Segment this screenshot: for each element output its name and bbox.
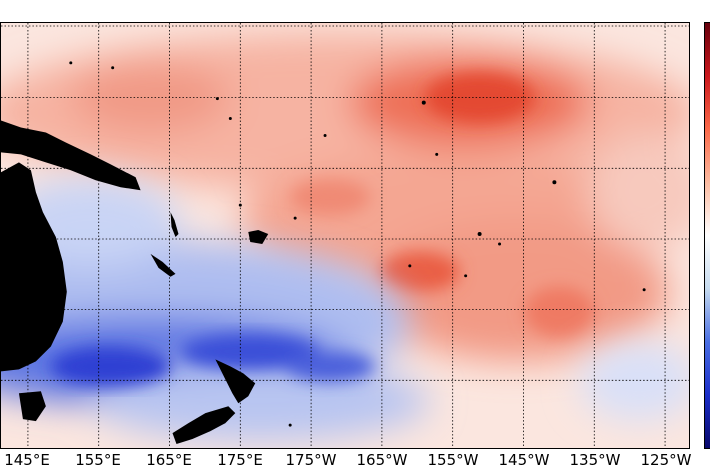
new-zealand-north	[215, 359, 256, 404]
island	[477, 232, 482, 236]
fiji	[248, 230, 269, 244]
longitude-tick-label: 145°E	[4, 451, 50, 469]
island	[435, 152, 439, 156]
island	[498, 242, 502, 246]
island	[464, 274, 468, 278]
cold-anomaly-cores	[50, 333, 375, 387]
island	[293, 216, 297, 220]
graticule	[1, 23, 689, 448]
island	[69, 61, 73, 65]
map-canvas	[1, 23, 689, 448]
solomon-islands	[78, 152, 97, 167]
land-masses	[1, 61, 646, 445]
island	[552, 180, 557, 185]
tasmania	[18, 391, 46, 422]
island	[288, 423, 292, 427]
longitude-tick-label: 175°W	[285, 451, 337, 469]
new-guinea	[1, 120, 141, 191]
longitude-tick-label: 175°E	[217, 451, 263, 469]
vanuatu	[170, 212, 179, 237]
longitude-tick-label: 135°W	[569, 451, 621, 469]
longitude-tick-label: 165°W	[356, 451, 408, 469]
island	[323, 133, 327, 137]
longitude-tick-label: 165°E	[146, 451, 192, 469]
island	[642, 288, 646, 292]
longitude-tick-label: 125°W	[640, 451, 692, 469]
longitude-tick-label: 155°E	[75, 451, 121, 469]
longitude-tick-label: 155°W	[427, 451, 479, 469]
island	[111, 66, 115, 70]
island	[408, 264, 412, 268]
new-zealand-south	[172, 406, 236, 445]
island	[421, 100, 426, 105]
longitude-tick-label: 145°W	[498, 451, 550, 469]
australia	[1, 162, 67, 372]
colorbar	[704, 22, 710, 449]
sst-anomaly-map	[0, 22, 690, 449]
island	[228, 117, 232, 121]
